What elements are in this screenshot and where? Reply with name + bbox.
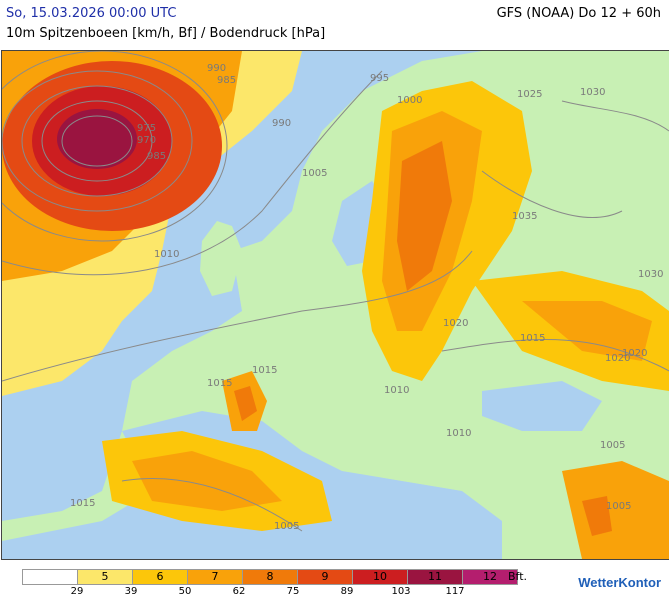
legend-tick-label: 89 [340,586,354,597]
legend-unit-label: Bft. [508,570,528,583]
isobar-label: 1015 [207,378,232,389]
isobar-label: 1005 [274,521,299,532]
model-run-label: GFS (NOAA) Do 12 + 60h [496,6,661,21]
isobar-label: 1035 [512,211,537,222]
isobar-label: 1015 [252,365,277,376]
isobar-label: 1020 [605,353,630,364]
legend-cell: 6 [133,569,188,585]
isobar-label: 1005 [600,440,625,451]
gust-area-bf7-turkey [562,461,669,559]
gust-area-bf7-east [522,301,652,361]
map-subtitle: 10m Spitzenboeen [km/h, Bf] / Bodendruck… [6,26,326,41]
legend-cell: 11 [408,569,463,585]
legend-tick-label: 50 [178,586,192,597]
legend-cell: 9 [298,569,353,585]
gust-area-bf7-south [132,451,282,511]
legend-cell [22,569,78,585]
gust-area-bf8-turkey [582,496,612,536]
storm-core [2,61,222,231]
isobar-label: 1025 [517,89,542,100]
isobar-label: 1005 [606,501,631,512]
wetterkontor-logo[interactable]: WetterKontor [578,575,661,590]
legend-cell: 8 [243,569,298,585]
gust-area-bf8-italy [234,386,257,421]
isobar-labels: 990 985 975 970 985 990 995 1000 1005 10… [70,63,663,532]
isobars [2,51,669,532]
isobar-label: 1015 [520,333,545,344]
legend-tick-label: 117 [445,586,465,597]
legend-cell: 10 [353,569,408,585]
isobar-label: 1020 [443,318,468,329]
isobar-label: 985 [147,151,166,162]
isobar-label: 975 [137,123,156,134]
forecast-datetime: So, 15.03.2026 00:00 UTC [6,6,177,21]
isobar-label: 1030 [638,269,663,280]
isobar-label: 1000 [397,95,422,106]
isobar-label: 990 [207,63,226,74]
legend-cell: 5 [78,569,133,585]
isobar-label: 1010 [446,428,471,439]
legend-tick-label: 39 [124,586,138,597]
legend-tick-label: 62 [232,586,246,597]
weather-map: 990 985 975 970 985 990 995 1000 1005 10… [1,50,669,560]
map-canvas: 990 985 975 970 985 990 995 1000 1005 10… [2,51,669,559]
legend-cell: 12 [463,569,518,585]
gust-area-bf8-north [397,141,452,291]
british-isles [200,221,242,296]
gust-legend: 5 6 7 8 9 10 11 12 [22,569,518,585]
isobar-label: 1020 [622,348,647,359]
isobar-label: 990 [272,118,291,129]
isobar-label: 1030 [580,87,605,98]
isobar-label: 970 [137,135,156,146]
legend-tick-label: 75 [286,586,300,597]
isobar-label: 1010 [154,249,179,260]
black-sea [482,381,602,431]
isobar-label: 985 [217,75,236,86]
legend-tick-label: 29 [70,586,84,597]
isobar-label: 1005 [302,168,327,179]
isobar-label: 1010 [384,385,409,396]
legend-tick-label: 103 [391,586,411,597]
legend-cell: 7 [188,569,243,585]
isobar-label: 1015 [70,498,95,509]
isobar-label: 995 [370,73,389,84]
